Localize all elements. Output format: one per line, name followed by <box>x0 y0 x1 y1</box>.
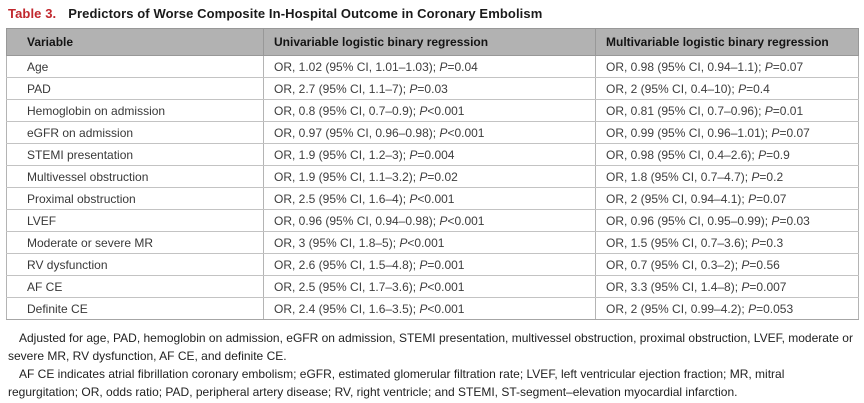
multivariable-value-cell: OR, 0.99 (95% CI, 0.96–1.01); P=0.07 <box>595 121 859 144</box>
column-header-variable: Variable <box>6 28 264 56</box>
variable-cell: Moderate or severe MR <box>6 231 264 254</box>
multivariable-value-cell: OR, 3.3 (95% CI, 1.4–8); P=0.007 <box>595 275 859 298</box>
variable-cell: Multivessel obstruction <box>6 165 264 188</box>
table-row: Proximal obstruction OR, 2.5 (95% CI, 1.6… <box>6 187 859 210</box>
results-table: Variable Univariable logistic binary reg… <box>6 28 859 320</box>
variable-cell: RV dysfunction <box>6 253 264 276</box>
variable-cell: Proximal obstruction <box>6 187 264 210</box>
multivariable-value-cell: OR, 0.7 (95% CI, 0.3–2); P=0.56 <box>595 253 859 276</box>
multivariable-value-cell: OR, 2 (95% CI, 0.94–4.1); P=0.07 <box>595 187 859 210</box>
table-row: Multivessel obstruction OR, 1.9 (95% CI, … <box>6 165 859 188</box>
table-header-row: Variable Univariable logistic binary reg… <box>6 28 859 56</box>
table-row: Moderate or severe MR OR, 3 (95% CI, 1.8–… <box>6 231 859 254</box>
table-row: Definite CE OR, 2.4 (95% CI, 1.6–3.5); P<… <box>6 297 859 320</box>
table-row: Hemoglobin on admission OR, 0.8 (95% CI, … <box>6 99 859 122</box>
univariable-value-cell: OR, 2.5 (95% CI, 1.7–3.6); P<0.001 <box>263 275 596 298</box>
table-row: LVEF OR, 0.96 (95% CI, 0.94–0.98); P<0.00… <box>6 209 859 232</box>
footnote-abbreviations: AF CE indicates atrial fibrillation coro… <box>8 367 785 399</box>
variable-cell: eGFR on admission <box>6 121 264 144</box>
multivariable-value-cell: OR, 0.98 (95% CI, 0.94–1.1); P=0.07 <box>595 55 859 78</box>
variable-cell: Hemoglobin on admission <box>6 99 264 122</box>
multivariable-value-cell: OR, 0.96 (95% CI, 0.95–0.99); P=0.03 <box>595 209 859 232</box>
univariable-value-cell: OR, 3 (95% CI, 1.8–5); P<0.001 <box>263 231 596 254</box>
variable-cell: LVEF <box>6 209 264 232</box>
univariable-value-cell: OR, 1.02 (95% CI, 1.01–1.03); P=0.04 <box>263 55 596 78</box>
table-row: RV dysfunction OR, 2.6 (95% CI, 1.5–4.8);… <box>6 253 859 276</box>
multivariable-value-cell: OR, 0.81 (95% CI, 0.7–0.96); P=0.01 <box>595 99 859 122</box>
variable-cell: AF CE <box>6 275 264 298</box>
footnote-adjustment: Adjusted for age, PAD, hemoglobin on adm… <box>8 331 853 363</box>
table-row: STEMI presentation OR, 1.9 (95% CI, 1.2–3… <box>6 143 859 166</box>
table-row: eGFR on admission OR, 0.97 (95% CI, 0.96–… <box>6 121 859 144</box>
table-row: PAD OR, 2.7 (95% CI, 1.1–7); P=0.03 OR, 2 … <box>6 77 859 100</box>
univariable-value-cell: OR, 0.8 (95% CI, 0.7–0.9); P<0.001 <box>263 99 596 122</box>
table-row: Age OR, 1.02 (95% CI, 1.01–1.03); P=0.04 O… <box>6 55 859 78</box>
multivariable-value-cell: OR, 2 (95% CI, 0.4–10); P=0.4 <box>595 77 859 100</box>
multivariable-value-cell: OR, 2 (95% CI, 0.99–4.2); P=0.053 <box>595 297 859 320</box>
multivariable-value-cell: OR, 1.5 (95% CI, 0.7–3.6); P=0.3 <box>595 231 859 254</box>
variable-cell: Age <box>6 55 264 78</box>
variable-cell: PAD <box>6 77 264 100</box>
univariable-value-cell: OR, 2.7 (95% CI, 1.1–7); P=0.03 <box>263 77 596 100</box>
column-header-multivariable: Multivariable logistic binary regression <box>595 28 859 56</box>
univariable-value-cell: OR, 2.6 (95% CI, 1.5–4.8); P=0.001 <box>263 253 596 276</box>
table-row: AF CE OR, 2.5 (95% CI, 1.7–3.6); P<0.001 O… <box>6 275 859 298</box>
page-title: Table 3. Predictors of Worse Composite In… <box>0 0 864 28</box>
variable-cell: STEMI presentation <box>6 143 264 166</box>
univariable-value-cell: OR, 2.5 (95% CI, 1.6–4); P<0.001 <box>263 187 596 210</box>
univariable-value-cell: OR, 2.4 (95% CI, 1.6–3.5); P<0.001 <box>263 297 596 320</box>
univariable-value-cell: OR, 0.97 (95% CI, 0.96–0.98); P<0.001 <box>263 121 596 144</box>
multivariable-value-cell: OR, 1.8 (95% CI, 0.7–4.7); P=0.2 <box>595 165 859 188</box>
column-header-univariable: Univariable logistic binary regression <box>263 28 596 56</box>
table-title-text: Predictors of Worse Composite In-Hospita… <box>68 6 543 21</box>
table-number-label: Table 3. <box>8 6 57 21</box>
multivariable-value-cell: OR, 0.98 (95% CI, 0.4–2.6); P=0.9 <box>595 143 859 166</box>
table-footnotes: Adjusted for age, PAD, hemoglobin on adm… <box>8 329 856 401</box>
table-body: Age OR, 1.02 (95% CI, 1.01–1.03); P=0.04 O… <box>6 55 859 320</box>
variable-cell: Definite CE <box>6 297 264 320</box>
univariable-value-cell: OR, 1.9 (95% CI, 1.1–3.2); P=0.02 <box>263 165 596 188</box>
univariable-value-cell: OR, 1.9 (95% CI, 1.2–3); P=0.004 <box>263 143 596 166</box>
univariable-value-cell: OR, 0.96 (95% CI, 0.94–0.98); P<0.001 <box>263 209 596 232</box>
